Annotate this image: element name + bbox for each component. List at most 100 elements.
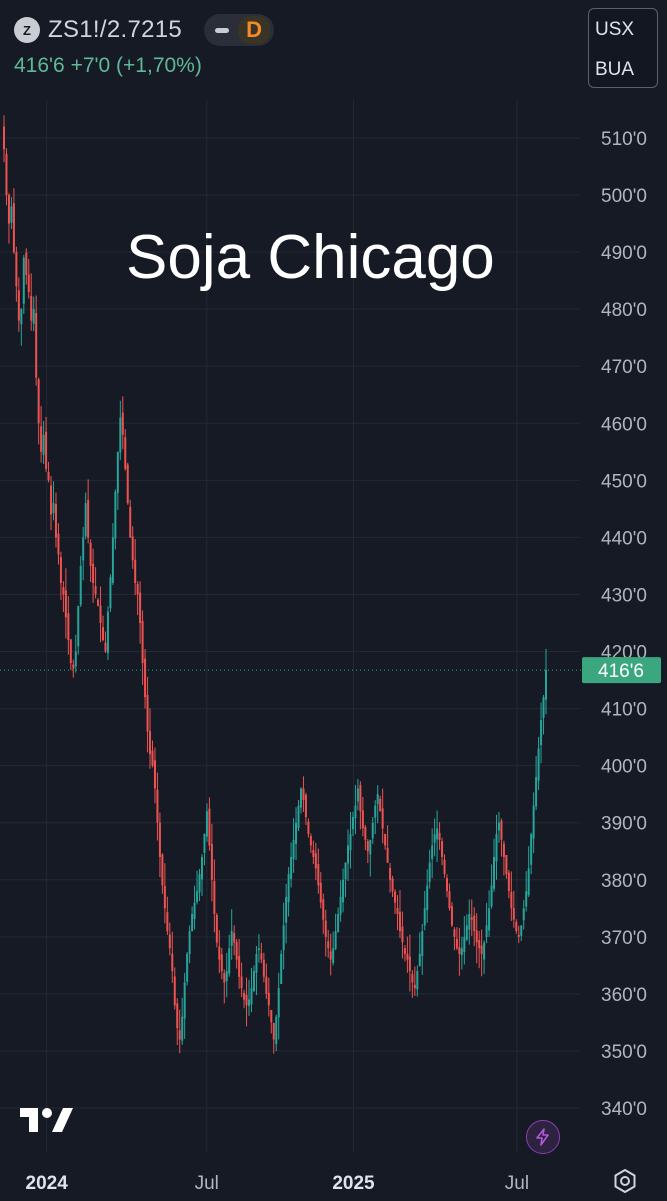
candle-body — [220, 954, 223, 972]
candle-body — [235, 941, 238, 960]
candle-body — [69, 639, 72, 663]
candle-body — [181, 1016, 184, 1041]
settings-gear-icon[interactable] — [610, 1166, 640, 1196]
candle-body — [262, 959, 265, 977]
candle-body — [329, 951, 332, 960]
candle-body — [398, 911, 401, 932]
candle-body — [265, 976, 268, 994]
candle-body — [136, 583, 139, 595]
price-tick-label: 430'0 — [601, 585, 647, 606]
candle-body — [218, 946, 221, 960]
candle-body — [443, 859, 446, 875]
candle-body — [94, 586, 97, 595]
candle-body — [252, 971, 255, 992]
candle-body — [458, 947, 461, 954]
price-tick-label: 340'0 — [601, 1099, 647, 1120]
symbol-name[interactable]: ZS1!/2.7215 — [48, 16, 183, 43]
candle-body — [27, 274, 30, 293]
candle-body — [243, 992, 246, 1000]
last-price-tag-label: 416'6 — [598, 661, 644, 682]
tradingview-logo-icon[interactable] — [18, 1106, 74, 1141]
candle-body — [176, 1003, 179, 1029]
candle-body — [12, 203, 15, 253]
candle-body — [512, 908, 515, 920]
candle-body — [124, 437, 127, 469]
candle-body — [146, 694, 149, 732]
candle-body — [351, 817, 354, 830]
candle-body — [537, 748, 540, 781]
candle-body — [490, 885, 493, 907]
candle-body — [114, 491, 117, 539]
candle-body — [82, 537, 85, 561]
candle-body — [275, 1016, 278, 1045]
candle-body — [307, 821, 310, 835]
candle-body — [17, 290, 20, 321]
candle-body — [77, 605, 80, 647]
candle-body — [250, 988, 253, 1005]
candle-body — [413, 984, 416, 989]
candle-body — [230, 931, 233, 946]
candle-body — [540, 720, 543, 746]
candle-body — [366, 841, 369, 852]
candle-body — [270, 1009, 273, 1023]
candle-body — [131, 536, 134, 561]
candle-body — [32, 309, 35, 324]
candle-body — [210, 844, 213, 880]
candle-body — [396, 907, 399, 914]
candle-body — [436, 828, 439, 840]
candle-body — [304, 794, 307, 817]
candle-body — [515, 922, 518, 932]
candle-body — [290, 856, 293, 880]
candle-body — [3, 126, 5, 150]
candle-body — [213, 881, 216, 914]
price-tick-label: 470'0 — [601, 357, 647, 378]
candle-body — [327, 941, 330, 949]
candle-body — [225, 971, 228, 982]
minus-icon[interactable] — [212, 20, 232, 40]
candle-body — [15, 252, 18, 287]
candle-body — [423, 908, 426, 926]
interval-pill[interactable]: D — [204, 14, 275, 46]
candle-body — [67, 613, 70, 641]
currency-line-1: USX — [595, 19, 635, 40]
candle-body — [203, 834, 206, 853]
symbol-logo-icon: Z — [14, 17, 40, 43]
candle-body — [121, 412, 124, 435]
currency-unit-button[interactable]: USX BUA — [588, 8, 658, 88]
interval-button[interactable]: D — [238, 16, 271, 44]
candle-body — [309, 836, 312, 846]
candle-body — [30, 295, 33, 321]
candle-body — [129, 506, 132, 538]
time-axis[interactable]: 2024 Jul 2025 Jul — [26, 1173, 530, 1194]
candle-body — [510, 891, 513, 909]
lightning-icon[interactable] — [526, 1120, 560, 1154]
candle-body — [542, 697, 545, 718]
candle-body — [25, 252, 28, 275]
candle-body — [312, 850, 315, 857]
candle-body — [171, 953, 174, 972]
candle-body — [72, 664, 75, 669]
candle-body — [317, 863, 320, 886]
candle-body — [406, 953, 409, 960]
candle-body — [302, 788, 305, 800]
candle-body — [381, 808, 384, 829]
price-axis[interactable]: 340'0 350'0 360'0 370'0 380'0 390'0 400'0 410'0… — [601, 129, 647, 1120]
candle-body — [280, 953, 283, 984]
candle-body — [158, 822, 161, 857]
last-price-tag — [582, 657, 661, 684]
price-tick-label: 390'0 — [601, 814, 647, 835]
candle-body — [446, 878, 449, 892]
candle-body — [282, 925, 285, 951]
candle-body — [401, 926, 404, 943]
candle-body — [532, 805, 535, 839]
symbol-bar[interactable]: Z ZS1!/2.7215 D — [14, 14, 275, 46]
candle-body — [488, 908, 491, 931]
candle-body — [497, 822, 500, 831]
candle-body — [438, 832, 441, 840]
candle-body — [45, 431, 48, 469]
candle-body — [520, 925, 523, 936]
candle-body — [42, 434, 45, 455]
candle-body — [324, 920, 327, 937]
candle-body — [161, 854, 164, 886]
